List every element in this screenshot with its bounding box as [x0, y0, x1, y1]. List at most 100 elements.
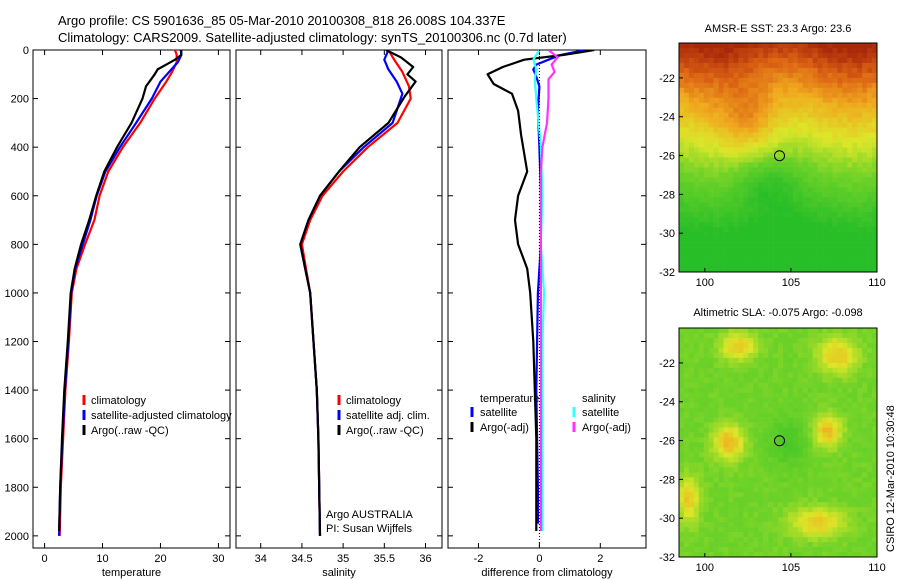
sla-heatmap-cell: [797, 412, 804, 418]
sst-heatmap-cell: [792, 67, 799, 74]
sst-heatmap-cell: [688, 152, 695, 158]
sst-heatmap-cell: [693, 267, 700, 273]
sla-heatmap-cell: [797, 447, 804, 453]
sst-heatmap-cell: [679, 157, 685, 163]
sst-heatmap-cell: [683, 247, 690, 253]
sla-heatmap-cell: [778, 422, 784, 428]
sst-heatmap-cell: [758, 112, 764, 118]
sst-heatmap-cell: [797, 102, 804, 109]
sla-heatmap-cell: [832, 457, 838, 463]
sst-heatmap-cell: [773, 252, 779, 258]
sla-heatmap-cell: [872, 412, 878, 418]
sla-heatmap-cell: [837, 342, 843, 349]
sst-heatmap-cell: [708, 82, 714, 89]
sst-heatmap-cell: [782, 252, 789, 258]
sla-heatmap-cell: [812, 477, 818, 483]
sst-heatmap-cell: [832, 132, 838, 138]
sst-heatmap-cell: [698, 87, 705, 94]
sst-heatmap-cell: [847, 197, 853, 203]
sla-heatmap-cell: [832, 487, 838, 493]
sla-heatmap-cell: [778, 328, 784, 334]
sla-heatmap-cell: [867, 452, 873, 458]
sst-heatmap-cell: [812, 77, 818, 84]
sst-heatmap-cell: [773, 167, 779, 173]
sst-heatmap-cell: [812, 182, 818, 188]
sst-heatmap-cell: [817, 152, 823, 158]
sla-heatmap-cell: [857, 342, 863, 349]
sla-heatmap-cell: [827, 487, 833, 493]
sla-heatmap-cell: [847, 397, 853, 403]
sla-heatmap-cell: [782, 472, 789, 478]
sst-heatmap-cell: [683, 127, 690, 133]
sla-heatmap-cell: [688, 467, 695, 473]
sla-heatmap-cell: [683, 487, 690, 493]
sst-heatmap-cell: [733, 87, 739, 94]
sst-heatmap-cell: [683, 142, 690, 148]
sst-heatmap-cell: [837, 147, 843, 153]
sla-heatmap-cell: [872, 527, 878, 533]
sst-heatmap-cell: [787, 47, 794, 54]
sla-heatmap-cell: [763, 517, 769, 523]
sla-heatmap-cell: [698, 462, 705, 468]
sst-heatmap-cell: [842, 202, 848, 208]
sla-heatmap-cell: [723, 352, 729, 359]
sla-heatmap-cell: [857, 522, 863, 528]
sla-heatmap-cell: [792, 362, 799, 369]
sla-heatmap-cell: [708, 432, 714, 438]
sla-heatmap-cell: [867, 412, 873, 418]
sla-heatmap-cell: [718, 407, 724, 413]
sst-heatmap-cell: [797, 62, 804, 69]
sla-heatmap-cell: [738, 352, 744, 359]
sst-heatmap-cell: [837, 97, 843, 104]
sla-heatmap-cell: [688, 482, 695, 488]
sla-heatmap-cell: [837, 517, 843, 523]
sst-heatmap-cell: [773, 162, 779, 168]
sla-heatmap-cell: [792, 432, 799, 438]
sst-heatmap-cell: [708, 97, 714, 104]
sla-heatmap-cell: [713, 342, 719, 349]
sla-heatmap-cell: [872, 447, 878, 453]
sst-heatmap-cell: [807, 47, 813, 54]
sla-heatmap-cell: [802, 542, 808, 548]
sst-heatmap-cell: [792, 107, 799, 113]
sst-heatmap-cell: [763, 107, 769, 113]
sla-heatmap-cell: [738, 547, 744, 553]
sla-heatmap-cell: [842, 422, 848, 428]
sst-heatmap-cell: [708, 212, 714, 218]
sla-heatmap-cell: [847, 357, 853, 364]
sla-heatmap-cell: [872, 372, 878, 379]
sla-heatmap-cell: [703, 407, 709, 413]
sst-heatmap-cell: [683, 132, 690, 138]
sla-heatmap-cell: [792, 472, 799, 478]
sla-heatmap-cell: [753, 522, 759, 528]
sst-heatmap-cell: [778, 82, 784, 89]
sst-heatmap-cell: [862, 242, 868, 248]
sla-heatmap-cell: [787, 372, 794, 379]
sst-heatmap-cell: [763, 147, 769, 153]
sst-heatmap-cell: [778, 217, 784, 223]
sla-heatmap-cell: [872, 537, 878, 543]
sla-heatmap-cell: [847, 472, 853, 478]
sla-heatmap-cell: [688, 382, 695, 389]
sst-heatmap-cell: [782, 212, 789, 218]
sla-heatmap-cell: [812, 442, 818, 448]
sla-heatmap-cell: [748, 497, 754, 503]
sla-heatmap-cell: [683, 462, 690, 468]
sla-heatmap-cell: [852, 402, 858, 408]
sst-heatmap-cell: [758, 87, 764, 94]
sst-heatmap-cell: [683, 197, 690, 203]
sst-heatmap-cell: [832, 117, 838, 123]
sla-heatmap-cell: [693, 422, 700, 428]
sla-heatmap-cell: [857, 482, 863, 488]
sst-heatmap-cell: [758, 107, 764, 113]
sla-heatmap-cell: [782, 517, 789, 523]
sla-heatmap-cell: [857, 492, 863, 498]
sst-heatmap-cell: [748, 92, 754, 99]
sst-title: AMSR-E SST: 23.3 Argo: 23.6: [705, 23, 852, 35]
sla-heatmap-cell: [847, 492, 853, 498]
sst-heatmap-cell: [698, 92, 705, 99]
sla-heatmap-cell: [827, 357, 833, 364]
sla-heatmap-cell: [787, 347, 794, 354]
sla-heatmap-cell: [827, 347, 833, 354]
sst-heatmap-cell: [768, 57, 774, 64]
